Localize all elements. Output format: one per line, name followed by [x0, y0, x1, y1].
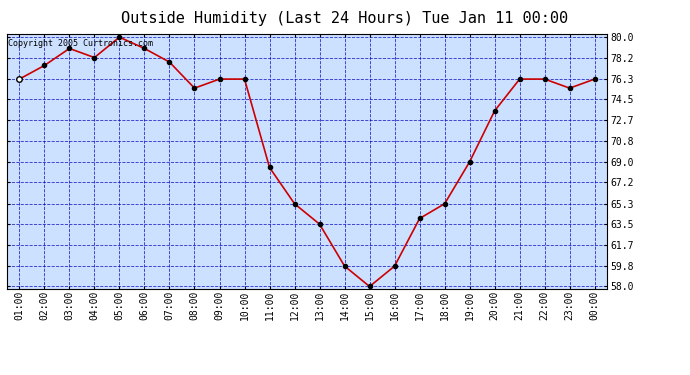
- Text: Copyright 2005 Curtronics.com: Copyright 2005 Curtronics.com: [8, 39, 153, 48]
- Text: Outside Humidity (Last 24 Hours) Tue Jan 11 00:00: Outside Humidity (Last 24 Hours) Tue Jan…: [121, 11, 569, 26]
